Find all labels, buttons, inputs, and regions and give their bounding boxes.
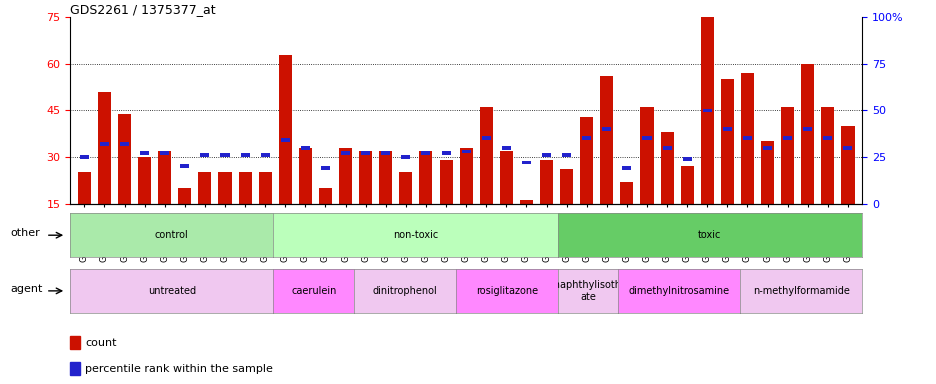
- Bar: [198, 172, 212, 204]
- Bar: [300, 146, 310, 149]
- Text: untreated: untreated: [148, 286, 196, 296]
- Bar: [78, 172, 91, 204]
- Bar: [178, 188, 191, 204]
- Bar: [622, 166, 631, 170]
- Bar: [682, 157, 691, 161]
- Bar: [541, 153, 550, 157]
- Text: toxic: toxic: [697, 230, 721, 240]
- Bar: [602, 127, 610, 131]
- Text: agent: agent: [10, 284, 42, 294]
- Bar: [742, 136, 752, 140]
- Text: GDS2261 / 1375377_at: GDS2261 / 1375377_at: [70, 3, 215, 16]
- Bar: [200, 153, 210, 157]
- Bar: [120, 142, 129, 146]
- Bar: [399, 172, 412, 204]
- Bar: [439, 160, 452, 204]
- Bar: [279, 55, 291, 204]
- Bar: [823, 136, 831, 140]
- Bar: [782, 136, 791, 140]
- Bar: [118, 114, 131, 204]
- Bar: [421, 151, 430, 155]
- Bar: [318, 188, 331, 204]
- Bar: [419, 151, 432, 204]
- Bar: [680, 166, 693, 204]
- Bar: [70, 362, 80, 375]
- Bar: [821, 107, 834, 204]
- Bar: [722, 127, 731, 131]
- Bar: [581, 136, 591, 140]
- Bar: [358, 151, 372, 204]
- Bar: [802, 127, 812, 131]
- Bar: [519, 200, 533, 204]
- Bar: [760, 141, 773, 204]
- Text: n-methylformamide: n-methylformamide: [752, 286, 849, 296]
- Bar: [762, 146, 771, 149]
- Text: control: control: [154, 230, 188, 240]
- Bar: [241, 153, 249, 157]
- Bar: [521, 161, 531, 164]
- Bar: [461, 149, 470, 153]
- Bar: [441, 151, 450, 155]
- Bar: [642, 136, 651, 140]
- Bar: [702, 109, 711, 112]
- Bar: [100, 142, 109, 146]
- Bar: [579, 117, 592, 204]
- Bar: [481, 136, 490, 140]
- Bar: [321, 166, 329, 170]
- Bar: [740, 73, 753, 204]
- Bar: [218, 172, 231, 204]
- Bar: [260, 153, 270, 157]
- Bar: [700, 17, 713, 204]
- Text: count: count: [85, 338, 116, 348]
- Bar: [502, 146, 510, 149]
- Bar: [800, 64, 813, 204]
- Bar: [841, 126, 854, 204]
- Bar: [562, 153, 571, 157]
- Bar: [80, 155, 89, 159]
- Bar: [158, 151, 171, 204]
- Bar: [539, 160, 552, 204]
- Bar: [258, 172, 271, 204]
- Bar: [720, 79, 733, 204]
- Bar: [138, 157, 151, 204]
- Text: dimethylnitrosamine: dimethylnitrosamine: [628, 286, 729, 296]
- Bar: [220, 153, 229, 157]
- Text: non-toxic: non-toxic: [392, 230, 437, 240]
- Bar: [381, 151, 390, 155]
- Text: alpha-naphthylisothiocyan
ate: alpha-naphthylisothiocyan ate: [522, 280, 652, 302]
- Bar: [360, 151, 370, 155]
- Bar: [620, 182, 633, 204]
- Text: rosiglitazone: rosiglitazone: [475, 286, 537, 296]
- Bar: [842, 146, 852, 149]
- Bar: [239, 172, 252, 204]
- Bar: [140, 151, 149, 155]
- Bar: [70, 336, 80, 349]
- Bar: [479, 107, 492, 204]
- Bar: [460, 148, 472, 204]
- Bar: [339, 148, 352, 204]
- Bar: [781, 107, 794, 204]
- Bar: [600, 76, 613, 204]
- Bar: [97, 92, 110, 204]
- Bar: [299, 148, 312, 204]
- Bar: [640, 107, 652, 204]
- Text: percentile rank within the sample: percentile rank within the sample: [85, 364, 272, 374]
- Bar: [160, 151, 169, 155]
- Bar: [180, 164, 189, 168]
- Text: caerulein: caerulein: [291, 286, 336, 296]
- Bar: [662, 146, 671, 149]
- Bar: [401, 155, 410, 159]
- Bar: [379, 151, 392, 204]
- Bar: [341, 151, 350, 155]
- Bar: [281, 138, 289, 142]
- Bar: [660, 132, 673, 204]
- Text: other: other: [10, 228, 40, 238]
- Bar: [560, 169, 573, 204]
- Bar: [499, 151, 512, 204]
- Text: dinitrophenol: dinitrophenol: [373, 286, 437, 296]
